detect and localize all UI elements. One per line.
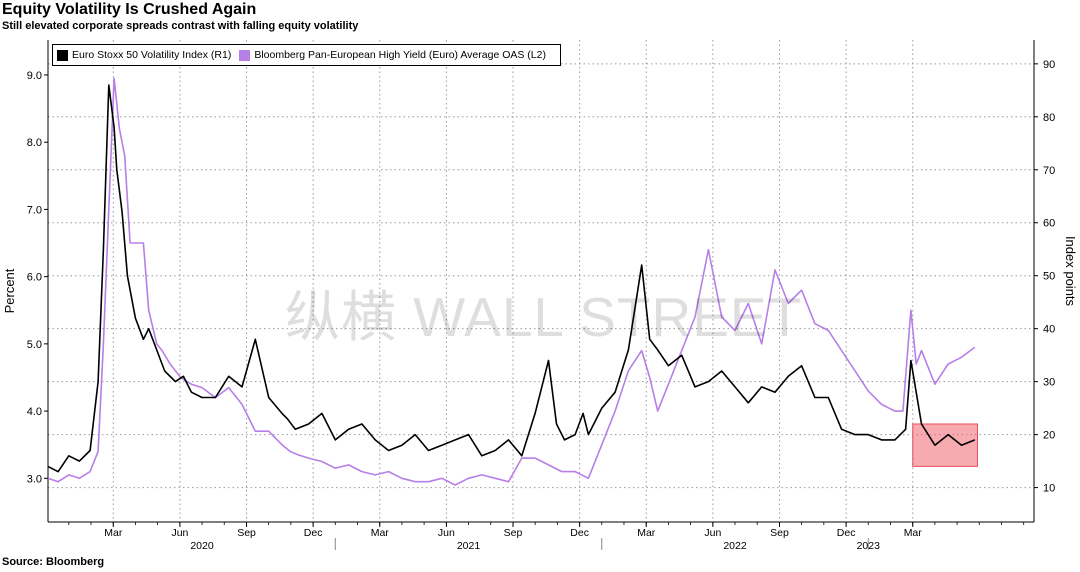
x-month-label: Mar bbox=[637, 527, 656, 539]
left-tick-label: 9.0 bbox=[27, 70, 42, 82]
gridlines bbox=[48, 40, 1034, 522]
axes bbox=[44, 40, 1038, 550]
left-tick-label: 6.0 bbox=[27, 272, 42, 284]
right-tick-label: 20 bbox=[1043, 430, 1055, 442]
right-tick-label: 70 bbox=[1043, 165, 1055, 177]
right-tick-label: 90 bbox=[1043, 59, 1055, 71]
x-year-label: 2023 bbox=[857, 540, 881, 552]
right-tick-label: 10 bbox=[1043, 483, 1055, 495]
series-lines bbox=[47, 77, 976, 486]
right-tick-label: 80 bbox=[1043, 112, 1055, 124]
left-tick-label: 7.0 bbox=[27, 204, 42, 216]
x-month-label: Jun bbox=[171, 527, 188, 539]
legend-item-vol: Euro Stoxx 50 Volatility Index (R1) bbox=[57, 49, 231, 61]
x-year-label: 2021 bbox=[457, 540, 481, 552]
legend-label-oas: Bloomberg Pan-European High Yield (Euro)… bbox=[254, 49, 546, 61]
x-month-label: Dec bbox=[570, 527, 589, 539]
series-line-vol bbox=[47, 84, 976, 473]
x-month-label: Jun bbox=[704, 527, 721, 539]
series-line-oas bbox=[47, 77, 976, 486]
left-tick-label: 5.0 bbox=[27, 339, 42, 351]
x-month-label: Mar bbox=[371, 527, 390, 539]
left-axis-title: Percent bbox=[2, 268, 17, 313]
highlight-box-rect bbox=[912, 423, 979, 467]
x-month-label: Jun bbox=[438, 527, 455, 539]
right-axis-title: Index points bbox=[1063, 236, 1078, 307]
x-year-label: 2022 bbox=[723, 540, 747, 552]
legend-swatch-oas bbox=[239, 49, 251, 61]
x-month-label: Dec bbox=[837, 527, 856, 539]
legend-label-vol: Euro Stoxx 50 Volatility Index (R1) bbox=[72, 49, 232, 61]
right-tick-label: 60 bbox=[1043, 218, 1055, 230]
right-tick-label: 30 bbox=[1043, 377, 1055, 389]
right-tick-label: 50 bbox=[1043, 271, 1055, 283]
chart-title: Equity Volatility Is Crushed Again bbox=[2, 1, 257, 18]
axis-tick-labels: 10 20 30 40 50 60 70 80 90 3.0 4.0 5.0 6.0 7.0 8.0 9.0 M… bbox=[2, 59, 1078, 552]
legend-swatch-vol bbox=[57, 49, 68, 61]
highlight-box bbox=[912, 423, 979, 467]
legend: Euro Stoxx 50 Volatility Index (R1) Bloo… bbox=[52, 44, 561, 66]
left-tick-label: 3.0 bbox=[27, 473, 42, 485]
x-year-label: 2020 bbox=[190, 540, 214, 552]
x-month-label: Sep bbox=[504, 527, 523, 539]
x-month-label: Mar bbox=[104, 527, 123, 539]
legend-item-oas: Bloomberg Pan-European High Yield (Euro)… bbox=[239, 49, 546, 61]
x-month-label: Sep bbox=[237, 527, 256, 539]
left-tick-label: 4.0 bbox=[27, 406, 42, 418]
watermark: 纵横 WALL STREET bbox=[285, 286, 803, 348]
left-tick-label: 8.0 bbox=[27, 137, 42, 149]
x-month-label: Sep bbox=[770, 527, 789, 539]
x-month-label: Mar bbox=[904, 527, 923, 539]
x-month-label: Dec bbox=[304, 527, 323, 539]
right-tick-label: 40 bbox=[1043, 324, 1055, 336]
source-note: Source: Bloomberg bbox=[2, 556, 105, 568]
chart-subtitle: Still elevated corporate spreads contras… bbox=[2, 20, 359, 32]
